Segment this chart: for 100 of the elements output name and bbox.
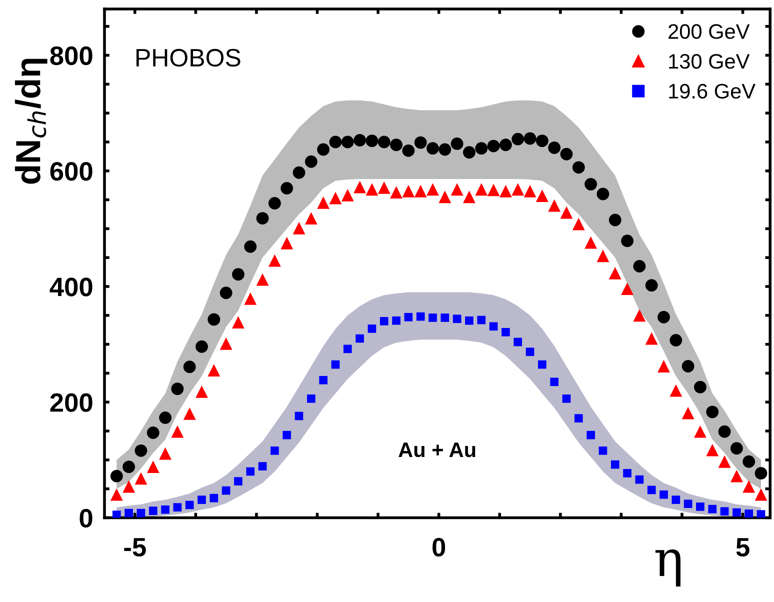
point xyxy=(489,322,498,331)
point xyxy=(428,314,437,322)
y-tick-label: 800 xyxy=(50,46,92,66)
y-tick-label: 600 xyxy=(50,162,92,181)
point xyxy=(548,142,561,154)
point xyxy=(696,502,704,511)
point xyxy=(475,183,488,196)
point xyxy=(268,254,281,267)
point xyxy=(502,328,510,336)
point xyxy=(536,134,548,148)
point xyxy=(635,475,644,484)
point xyxy=(210,494,218,502)
point xyxy=(572,218,585,230)
point xyxy=(220,286,232,300)
point xyxy=(171,425,184,438)
point xyxy=(645,279,658,292)
point xyxy=(623,469,632,478)
point xyxy=(487,140,500,152)
point xyxy=(754,488,768,501)
point xyxy=(754,467,768,480)
point xyxy=(514,338,522,346)
point xyxy=(672,496,680,504)
point xyxy=(183,407,196,420)
point xyxy=(414,184,427,198)
point xyxy=(608,266,622,280)
x-tick-label: 5 xyxy=(736,538,750,557)
point xyxy=(633,309,646,322)
point xyxy=(159,412,172,424)
point xyxy=(562,394,571,403)
point xyxy=(304,212,318,224)
point xyxy=(366,183,378,196)
point xyxy=(682,406,694,420)
point xyxy=(270,446,279,455)
point xyxy=(220,338,232,350)
point xyxy=(684,500,692,508)
point xyxy=(586,430,595,440)
point xyxy=(282,430,292,440)
point xyxy=(512,132,524,146)
point xyxy=(572,161,585,174)
legend-label: 200 GeV xyxy=(668,24,750,39)
point xyxy=(196,340,208,353)
x-tick-label: -5 xyxy=(124,538,146,557)
point xyxy=(742,480,756,493)
point xyxy=(148,506,158,515)
y-axis-title: dN$_{ch}$/dη xyxy=(14,58,48,184)
point xyxy=(208,313,220,326)
point xyxy=(317,143,330,156)
point xyxy=(660,490,668,499)
point xyxy=(450,183,464,196)
point xyxy=(596,188,610,200)
point xyxy=(234,477,242,486)
point xyxy=(596,250,610,262)
point xyxy=(402,144,415,157)
point xyxy=(706,444,719,456)
point xyxy=(292,222,306,234)
point xyxy=(732,508,741,517)
point xyxy=(694,380,706,394)
point xyxy=(404,312,413,322)
point xyxy=(416,312,425,321)
point xyxy=(730,470,743,482)
point xyxy=(426,142,439,155)
point xyxy=(183,360,196,374)
point xyxy=(538,360,546,369)
point xyxy=(280,182,294,194)
point xyxy=(414,136,427,149)
point xyxy=(390,186,402,198)
point xyxy=(718,455,731,468)
point xyxy=(744,510,754,518)
point xyxy=(124,508,133,518)
point xyxy=(110,470,123,482)
point xyxy=(380,317,388,326)
point xyxy=(450,138,464,150)
point xyxy=(426,183,439,196)
point xyxy=(246,467,255,476)
point xyxy=(292,166,306,179)
point xyxy=(136,508,146,518)
point xyxy=(438,190,452,204)
point xyxy=(463,190,476,204)
point xyxy=(524,132,536,145)
point xyxy=(222,486,230,495)
point xyxy=(329,136,342,148)
point xyxy=(343,344,352,354)
point xyxy=(268,197,281,210)
point xyxy=(512,183,524,196)
point xyxy=(742,455,756,468)
point xyxy=(354,134,366,146)
point xyxy=(584,178,598,190)
point xyxy=(134,472,148,485)
point xyxy=(475,142,488,155)
point xyxy=(294,412,304,420)
legend-label: 130 GeV xyxy=(669,54,750,69)
point xyxy=(354,180,366,194)
point xyxy=(536,190,548,202)
point xyxy=(682,360,694,372)
point xyxy=(608,214,622,226)
point xyxy=(708,504,717,514)
point xyxy=(465,316,474,325)
annotation: Au + Au xyxy=(398,442,476,458)
y-tick-label: 400 xyxy=(50,278,92,296)
point xyxy=(487,184,500,196)
